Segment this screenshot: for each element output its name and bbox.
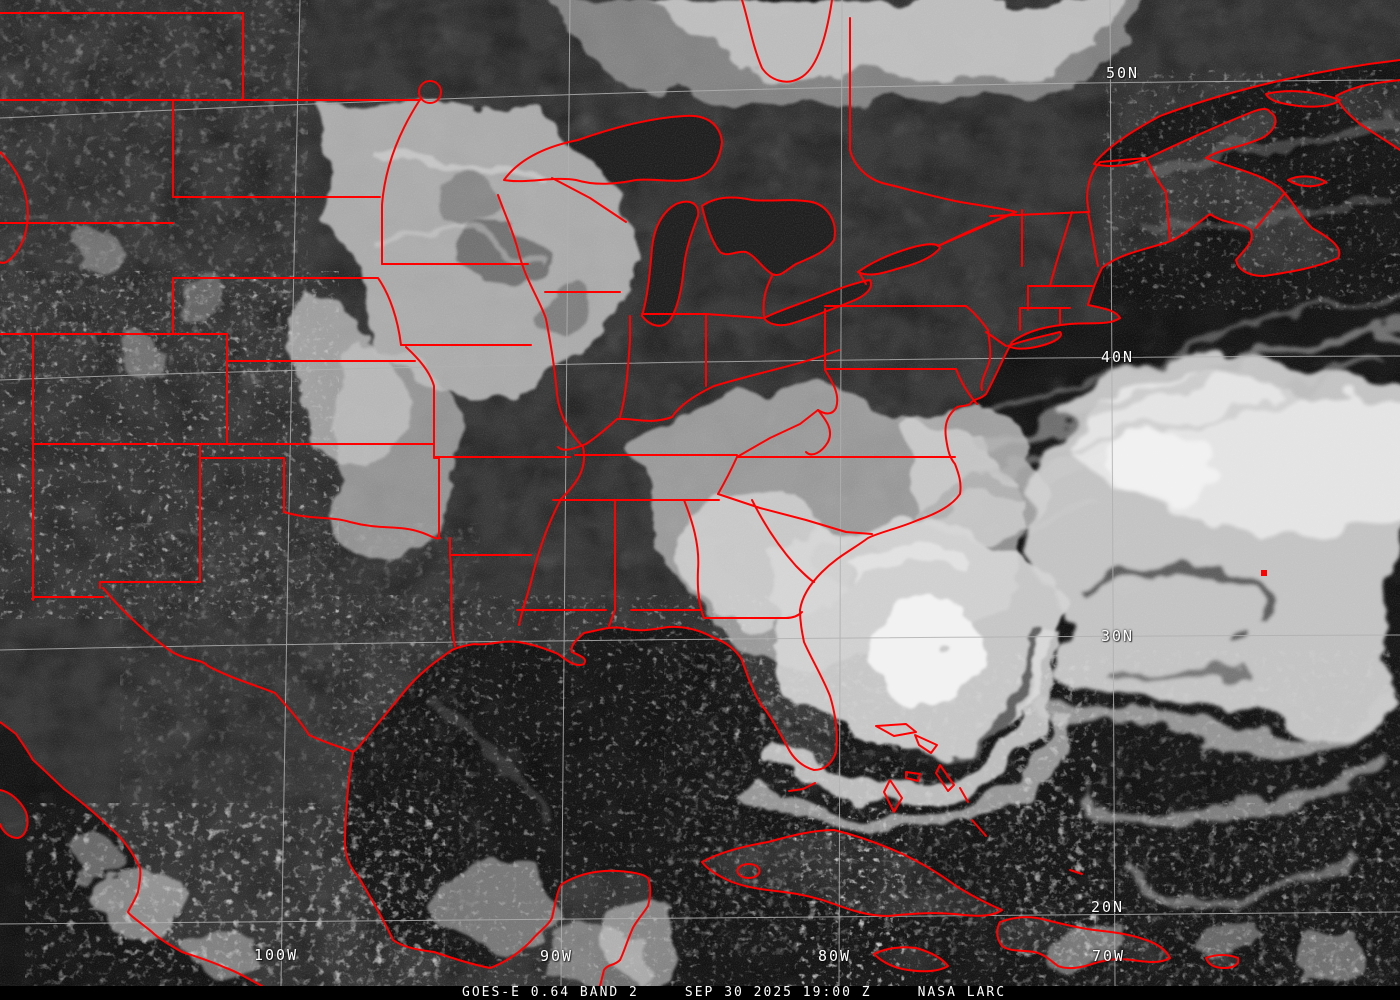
- lon-label-100w: 100W: [254, 946, 299, 964]
- lat-label-50n: 50N: [1106, 64, 1140, 82]
- lat-label-40n: 40N: [1101, 348, 1135, 366]
- caption-product: GOES-E 0.64 BAND 2: [462, 985, 639, 1000]
- lat-label-30n: 30N: [1101, 627, 1135, 645]
- lon-label-80w: 80W: [818, 947, 852, 965]
- caption-datetime: SEP 30 2025 19:00 Z: [684, 985, 872, 1000]
- lat-label-20n: 20N: [1091, 898, 1125, 916]
- caption-credit: NASA LARC: [917, 985, 1007, 1000]
- lon-label-70w: 70W: [1092, 947, 1126, 965]
- caption-bar: GOES-E 0.64 BAND 2 SEP 30 2025 19:00 Z N…: [0, 986, 1400, 1000]
- lon-label-90w: 90W: [540, 947, 574, 965]
